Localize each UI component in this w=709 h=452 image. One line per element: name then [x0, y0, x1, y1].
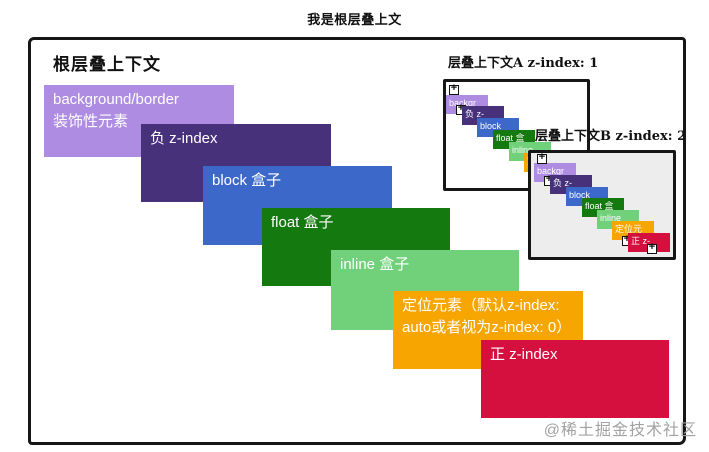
layer-label: background/border: [53, 91, 179, 108]
layer-label: 定位元素（默认z-index:: [402, 297, 560, 314]
layer-box-positive-z-index: 正 z-index: [481, 340, 669, 418]
layer-label: inline 盒子: [340, 256, 410, 273]
mini-layer-box-positive-z: 正 z-: [628, 233, 670, 252]
context-a-title: 层叠上下文A z-index: 1: [448, 56, 599, 71]
watermark: @稀土掘金技术社区: [543, 422, 697, 439]
expand-icon: +: [449, 82, 459, 95]
expand-icon: +: [647, 241, 657, 254]
page-title: 我是根层叠上文: [307, 13, 402, 28]
root-context-label: 根层叠上下文: [53, 55, 161, 75]
layer-label: block 盒子: [212, 172, 282, 189]
layer-label: float 盒子: [271, 214, 334, 231]
layer-label: 装饰性元素: [53, 112, 129, 130]
context-b-title: 层叠上下文B z-index: 2: [535, 129, 687, 144]
layer-label: 正 z-index: [490, 346, 558, 363]
layer-box-background-border: background/border 装饰性元素: [44, 85, 234, 157]
layer-label: 负 z-index: [150, 130, 218, 147]
expand-icon: +: [537, 151, 547, 164]
layer-label: auto或者视为z-index: 0）: [402, 318, 572, 336]
